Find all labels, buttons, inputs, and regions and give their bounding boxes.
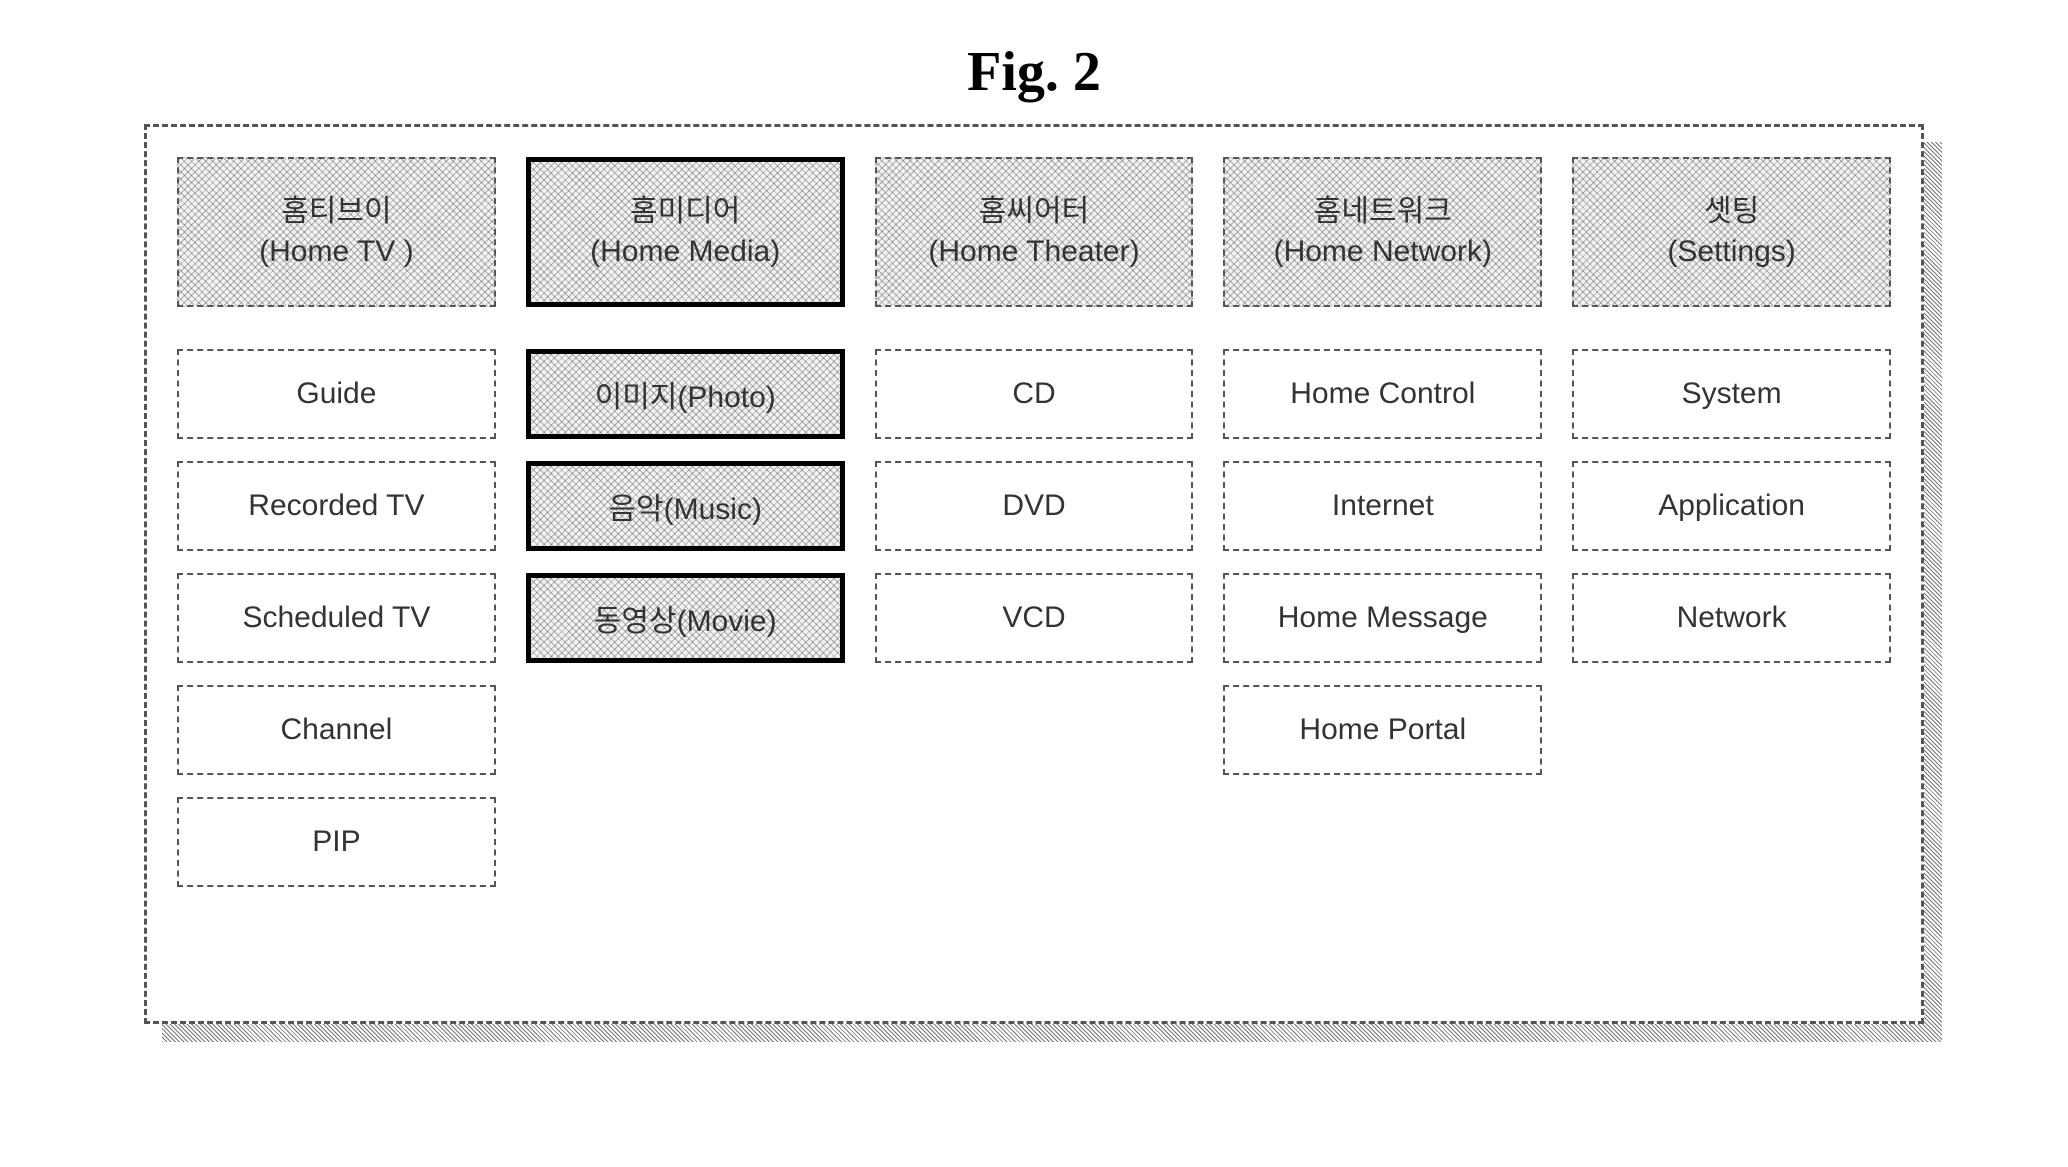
category-label-kr: 홈미디어 — [630, 192, 740, 233]
menu-item-label: Recorded TV — [248, 489, 424, 523]
menu-item-label: Channel — [281, 713, 393, 747]
menu-item-label: Internet — [1332, 489, 1434, 523]
menu-item-label: PIP — [312, 825, 360, 859]
menu-item-label: Home Portal — [1299, 713, 1466, 747]
menu-item-label: System — [1682, 377, 1782, 411]
menu-item-label: DVD — [1002, 489, 1065, 523]
category-label-en: (Home Theater) — [928, 232, 1139, 273]
menu-item-label: 음악(Music) — [608, 484, 762, 528]
menu-column-home-theater: 홈씨어터(Home Theater) CD DVD VCD — [875, 157, 1194, 887]
menu-item-label: Guide — [296, 377, 376, 411]
menu-item-home-media[interactable]: 음악(Music) — [526, 461, 845, 551]
menu-item-home-media[interactable]: 동영상(Movie) — [526, 573, 845, 663]
menu-item-home-network[interactable]: Home Portal — [1223, 685, 1542, 775]
menu-item-label: Application — [1658, 489, 1805, 523]
menu-item-home-theater[interactable]: DVD — [875, 461, 1194, 551]
category-label-kr: 셋팅 — [1704, 192, 1759, 233]
menu-item-home-network[interactable]: Internet — [1223, 461, 1542, 551]
menu-item-home-network[interactable]: Home Control — [1223, 349, 1542, 439]
menu-item-label: 동영상(Movie) — [594, 596, 777, 640]
category-label-kr: 홈티브이 — [281, 192, 391, 233]
menu-item-settings[interactable]: System — [1572, 349, 1891, 439]
menu-item-label: Network — [1677, 601, 1787, 635]
category-home-tv[interactable]: 홈티브이(Home TV ) — [177, 157, 496, 307]
menu-item-label: CD — [1012, 377, 1055, 411]
category-label-en: (Home TV ) — [259, 232, 413, 273]
category-home-theater[interactable]: 홈씨어터(Home Theater) — [875, 157, 1194, 307]
menu-columns: 홈티브이(Home TV ) Guide Recorded TV Scheduled … — [177, 157, 1891, 887]
figure-title: Fig. 2 — [0, 40, 2068, 104]
menu-column-home-network: 홈네트워크(Home Network) Home Control Internet H… — [1223, 157, 1542, 887]
category-settings[interactable]: 셋팅(Settings) — [1572, 157, 1891, 307]
menu-item-settings[interactable]: Network — [1572, 573, 1891, 663]
menu-item-home-network[interactable]: Home Message — [1223, 573, 1542, 663]
menu-item-settings[interactable]: Application — [1572, 461, 1891, 551]
menu-item-home-media[interactable]: 이미지(Photo) — [526, 349, 845, 439]
menu-item-home-tv[interactable]: Scheduled TV — [177, 573, 496, 663]
menu-column-settings: 셋팅(Settings) System Application Network — [1572, 157, 1891, 887]
menu-item-home-tv[interactable]: Recorded TV — [177, 461, 496, 551]
panel-wrap: 홈티브이(Home TV ) Guide Recorded TV Scheduled … — [144, 124, 1924, 1024]
category-label-en: (Home Network) — [1274, 232, 1492, 273]
menu-item-home-theater[interactable]: VCD — [875, 573, 1194, 663]
figure-page: Fig. 2 홈티브이(Home TV ) Guide Recorded TV Sch… — [0, 0, 2068, 1167]
menu-item-home-tv[interactable]: PIP — [177, 797, 496, 887]
menu-item-label: Home Control — [1290, 377, 1475, 411]
category-home-network[interactable]: 홈네트워크(Home Network) — [1223, 157, 1542, 307]
category-label-kr: 홈씨어터 — [979, 192, 1089, 233]
menu-item-label: VCD — [1002, 601, 1065, 635]
menu-item-label: Scheduled TV — [242, 601, 430, 635]
category-home-media[interactable]: 홈미디어(Home Media) — [526, 157, 845, 307]
menu-item-home-tv[interactable]: Channel — [177, 685, 496, 775]
menu-item-home-theater[interactable]: CD — [875, 349, 1194, 439]
menu-column-home-media: 홈미디어(Home Media) 이미지(Photo) 음악(Music) 동영상(M… — [526, 157, 845, 887]
menu-item-label: 이미지(Photo) — [595, 372, 776, 416]
menu-item-home-tv[interactable]: Guide — [177, 349, 496, 439]
category-label-kr: 홈네트워크 — [1314, 192, 1452, 233]
menu-column-home-tv: 홈티브이(Home TV ) Guide Recorded TV Scheduled … — [177, 157, 496, 887]
menu-panel: 홈티브이(Home TV ) Guide Recorded TV Scheduled … — [144, 124, 1924, 1024]
category-label-en: (Settings) — [1667, 232, 1795, 273]
category-label-en: (Home Media) — [590, 232, 780, 273]
menu-item-label: Home Message — [1278, 601, 1488, 635]
